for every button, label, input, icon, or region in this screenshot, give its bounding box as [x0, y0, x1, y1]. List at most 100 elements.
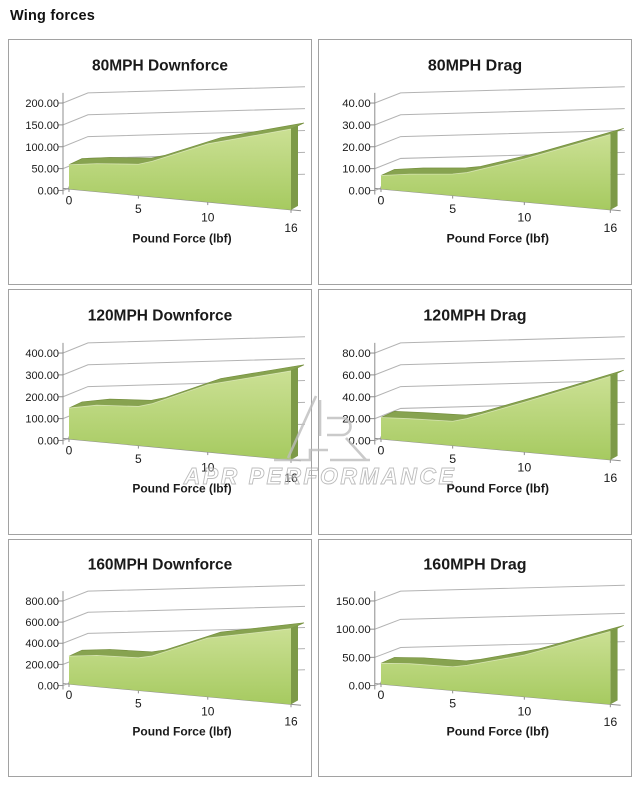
x-tick-label: 10	[517, 705, 531, 719]
x-axis-title: Pound Force (lbf)	[446, 725, 549, 739]
y-tick-label: 150.00	[336, 596, 371, 608]
x-tick-label: 5	[135, 696, 142, 710]
x-tick-label: 10	[517, 211, 531, 225]
gridline	[374, 108, 625, 126]
gridline	[374, 358, 625, 376]
y-tick-label: 80.00	[342, 348, 370, 360]
area-front-face	[380, 134, 611, 210]
y-tick-label: 0.00	[38, 185, 59, 197]
y-tick-label: 0.00	[349, 436, 371, 448]
y-tick-label: 50.00	[31, 164, 59, 176]
x-axis-title: Pound Force (lbf)	[132, 231, 231, 245]
x-tick-label: 0	[378, 688, 385, 702]
y-tick-label: 20.00	[342, 414, 370, 426]
y-tick-label: 200.00	[25, 98, 59, 110]
chart-panel-160mph-downforce: 0.00 200.00 400.00 600.00 800.00 0 5 10 16 160MPH…	[8, 539, 312, 777]
gridline	[62, 86, 306, 104]
gridline	[374, 584, 625, 602]
chart-panel-120mph-drag: 0.00 20.00 40.00 60.00 80.00 0 5 10 16 120MPH Dra…	[318, 289, 632, 535]
x-tick-label: 5	[135, 202, 142, 216]
area-crease	[380, 134, 611, 176]
x-axis-title: Pound Force (lbf)	[446, 481, 548, 495]
area-side-face	[610, 130, 618, 210]
area-chart-120mph-downforce: 0.00 100.00 200.00 300.00 400.00 0 5 10 16 120MPH…	[25, 307, 306, 495]
area-side-face	[291, 624, 298, 705]
chart-title: 120MPH Drag	[423, 308, 526, 325]
y-tick-label: 100.00	[25, 142, 59, 154]
y-tick-label: 100.00	[25, 414, 59, 426]
y-tick-label: 800.00	[25, 596, 59, 608]
chart-title: 80MPH Downforce	[92, 57, 228, 74]
y-tick-label: 50.00	[342, 653, 370, 665]
area-chart-80mph-drag: 0.00 10.00 20.00 30.00 40.00 0 5 10 16 80MPH Drag…	[342, 58, 625, 245]
area-crease	[380, 630, 611, 668]
area-side-face	[610, 372, 618, 460]
area-crease	[68, 370, 292, 409]
y-tick-label: 300.00	[25, 370, 59, 382]
x-tick-label: 16	[603, 715, 617, 729]
area-crease	[68, 628, 292, 659]
y-tick-label: 20.00	[342, 142, 370, 154]
area-crease	[68, 128, 292, 166]
x-tick-label: 16	[284, 471, 298, 485]
y-tick-label: 100.00	[336, 624, 371, 636]
y-tick-label: 400.00	[25, 348, 59, 360]
area-side-face	[291, 366, 298, 460]
chart-panel-120mph-downforce: 0.00 100.00 200.00 300.00 400.00 0 5 10 16 120MPH…	[8, 289, 312, 535]
x-tick-label: 10	[201, 461, 215, 475]
area-chart-160mph-downforce: 0.00 200.00 400.00 600.00 800.00 0 5 10 16 160MPH…	[25, 557, 306, 739]
y-tick-label: 10.00	[342, 164, 370, 176]
x-tick-label: 5	[449, 452, 456, 466]
area-front-face	[380, 631, 611, 705]
area-front-face	[69, 628, 291, 705]
x-axis-title: Pound Force (lbf)	[132, 725, 231, 739]
area-chart-80mph-downforce: 0.00 50.00 100.00 150.00 200.00 0 5 10 16 80MPH D…	[25, 57, 306, 245]
chart-title: 160MPH Drag	[423, 557, 526, 574]
x-tick-label: 16	[284, 221, 298, 235]
chart-panel-80mph-drag: 0.00 10.00 20.00 30.00 40.00 0 5 10 16 80MPH Drag…	[318, 39, 632, 285]
y-tick-label: 0.00	[38, 435, 59, 447]
gridline	[374, 612, 625, 630]
x-axis-title: Pound Force (lbf)	[132, 481, 231, 495]
area-front-face	[380, 376, 611, 460]
gridline	[62, 108, 306, 126]
area-chart-120mph-drag: 0.00 20.00 40.00 60.00 80.00 0 5 10 16 120MPH Dra…	[342, 308, 625, 495]
y-tick-label: 40.00	[342, 98, 370, 110]
y-tick-label: 60.00	[342, 370, 370, 382]
x-tick-label: 16	[284, 715, 298, 729]
area-chart-160mph-drag: 0.00 50.00 100.00 150.00 0 5 10 16 160MPH Drag Po…	[336, 557, 625, 739]
gridline	[62, 584, 306, 602]
chart-title: 160MPH Downforce	[88, 557, 233, 574]
chart-title: 80MPH Drag	[428, 58, 522, 75]
x-tick-label: 0	[66, 688, 73, 702]
page-title: Wing forces	[10, 8, 96, 24]
gridline	[62, 358, 306, 376]
area-front-face	[69, 129, 291, 210]
x-tick-label: 0	[378, 444, 385, 458]
gridline	[62, 605, 306, 623]
gridline	[374, 379, 625, 398]
gridline	[374, 641, 625, 658]
chart-title: 120MPH Downforce	[88, 307, 233, 324]
y-tick-label: 0.00	[349, 186, 371, 198]
x-tick-label: 16	[603, 471, 617, 485]
y-tick-label: 30.00	[342, 120, 370, 132]
chart-panel-160mph-drag: 0.00 50.00 100.00 150.00 0 5 10 16 160MPH Drag Po…	[318, 539, 632, 777]
gridline	[62, 627, 306, 644]
x-tick-label: 5	[449, 202, 456, 216]
x-tick-label: 0	[66, 443, 73, 457]
y-tick-label: 200.00	[25, 392, 59, 404]
x-tick-label: 10	[517, 461, 531, 475]
gridline	[62, 336, 306, 354]
gridline	[374, 86, 625, 104]
charts-grid: 0.00 50.00 100.00 150.00 200.00 0 5 10 16 80MPH D…	[8, 39, 632, 777]
x-tick-label: 10	[201, 211, 215, 225]
x-axis-title: Pound Force (lbf)	[446, 231, 548, 245]
y-tick-label: 200.00	[25, 659, 59, 671]
y-tick-label: 0.00	[349, 681, 371, 693]
y-tick-label: 40.00	[342, 392, 370, 404]
y-tick-label: 0.00	[38, 681, 59, 693]
area-side-face	[610, 627, 618, 705]
area-front-face	[69, 370, 291, 460]
gridline	[374, 336, 625, 354]
